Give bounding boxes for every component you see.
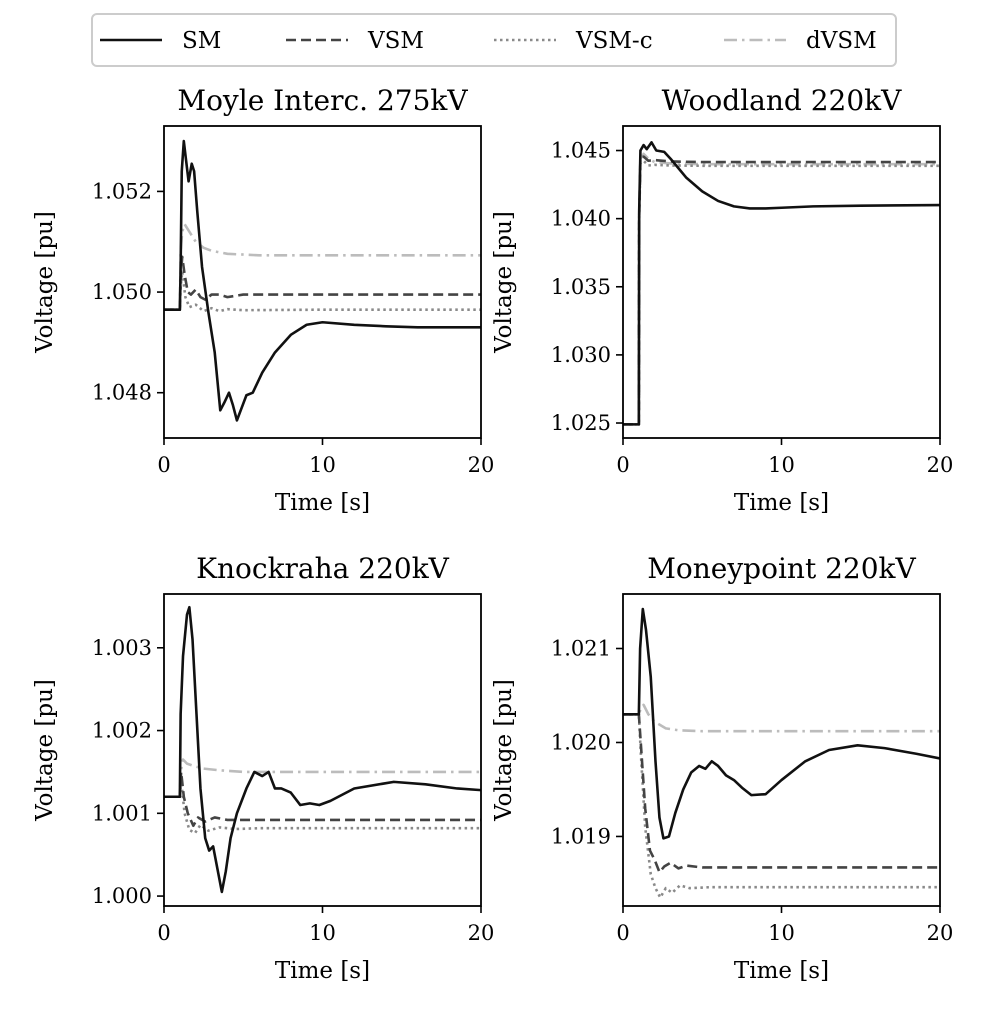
y-axis-label: Voltage [pu] <box>32 679 58 822</box>
x-tick-label: 0 <box>616 453 629 477</box>
y-axis-label: Voltage [pu] <box>491 211 517 354</box>
x-axis-label: Time [s] <box>275 958 370 984</box>
chart-panels: 0 10 20 1.048 1.050 1.052 Moyle Interc. 275kV T… <box>32 84 953 984</box>
x-tick-label: 0 <box>616 921 629 945</box>
chart-panel-moyle-interc-275kv: 0 10 20 1.048 1.050 1.052 Moyle Interc. 275kV T… <box>32 84 494 516</box>
chart-title: Woodland 220kV <box>662 84 902 117</box>
y-tick-label: 1.052 <box>92 179 152 203</box>
plot-frame <box>622 125 941 439</box>
chart-panel-moneypoint-220kv: 0 10 20 1.019 1.020 1.021 Moneypoint 220kV Time… <box>491 552 953 984</box>
series-line-sm <box>623 607 940 840</box>
chart-title: Knockraha 220kV <box>196 552 450 585</box>
x-tick-label: 10 <box>768 921 795 945</box>
x-tick-label: 0 <box>157 921 170 945</box>
series-line-vsm-c <box>164 270 481 313</box>
y-tick-label: 1.003 <box>92 636 152 660</box>
y-tick-label: 1.019 <box>551 824 611 848</box>
y-axis-label: Voltage [pu] <box>491 679 517 822</box>
y-tick-label: 1.030 <box>551 343 611 367</box>
series-line-dvsm <box>623 152 940 426</box>
y-tick-label: 1.040 <box>551 207 611 231</box>
legend-label-vsm: VSM <box>367 28 424 54</box>
legend-label-vsm-c: VSM-c <box>575 28 653 54</box>
x-axis-label: Time [s] <box>734 490 829 516</box>
x-tick-label: 0 <box>157 453 170 477</box>
y-tick-label: 1.045 <box>551 139 611 163</box>
chart-panel-knockraha-220kv: 0 10 20 1.000 1.001 1.002 1.003 Knockraha 220kV… <box>32 552 494 984</box>
x-tick-label: 20 <box>468 921 495 945</box>
legend-label-dvsm: dVSM <box>806 28 877 54</box>
y-tick-label: 1.002 <box>92 719 152 743</box>
y-tick-label: 1.020 <box>551 730 611 754</box>
y-tick-label: 1.025 <box>551 411 611 435</box>
x-tick-label: 20 <box>927 453 954 477</box>
series-group <box>164 605 481 894</box>
legend: SM VSM VSM-c dVSM <box>91 13 897 67</box>
x-tick-label: 20 <box>468 453 495 477</box>
chart-title: Moneypoint 220kV <box>647 552 916 585</box>
series-line-vsm <box>164 255 481 311</box>
series-line-sm <box>164 605 481 894</box>
plot-frame <box>163 125 482 439</box>
plot-frame <box>163 593 482 907</box>
series-group <box>164 139 481 422</box>
y-tick-label: 1.050 <box>92 280 152 304</box>
series-line-vsm <box>623 155 940 426</box>
series-line-dvsm <box>164 758 481 799</box>
y-tick-label: 1.000 <box>92 884 152 908</box>
x-axis-label: Time [s] <box>734 958 829 984</box>
series-line-vsm <box>623 712 940 874</box>
legend-label-sm: SM <box>182 28 221 54</box>
series-line-sm <box>623 141 940 426</box>
series-line-vsm <box>164 770 481 828</box>
chart-title: Moyle Interc. 275kV <box>177 84 468 117</box>
chart-panel-woodland-220kv: 0 10 20 1.025 1.030 1.035 1.040 1.045 Woodland 2… <box>491 84 953 516</box>
series-line-vsm-c <box>623 159 940 426</box>
x-tick-label: 10 <box>309 453 336 477</box>
x-axis-label: Time [s] <box>275 490 370 516</box>
series-group <box>623 607 940 899</box>
series-line-vsm-c <box>623 712 940 899</box>
x-tick-label: 20 <box>927 921 954 945</box>
y-axis-label: Voltage [pu] <box>32 211 58 354</box>
x-tick-label: 10 <box>768 453 795 477</box>
x-tick-label: 10 <box>309 921 336 945</box>
series-line-dvsm <box>164 222 481 311</box>
series-group <box>623 141 940 426</box>
y-tick-label: 1.021 <box>551 637 611 661</box>
series-line-sm <box>164 139 481 422</box>
y-tick-label: 1.001 <box>92 801 152 825</box>
series-line-vsm-c <box>164 778 481 835</box>
y-tick-label: 1.048 <box>92 381 152 405</box>
series-line-dvsm <box>623 703 940 733</box>
y-tick-label: 1.035 <box>551 275 611 299</box>
